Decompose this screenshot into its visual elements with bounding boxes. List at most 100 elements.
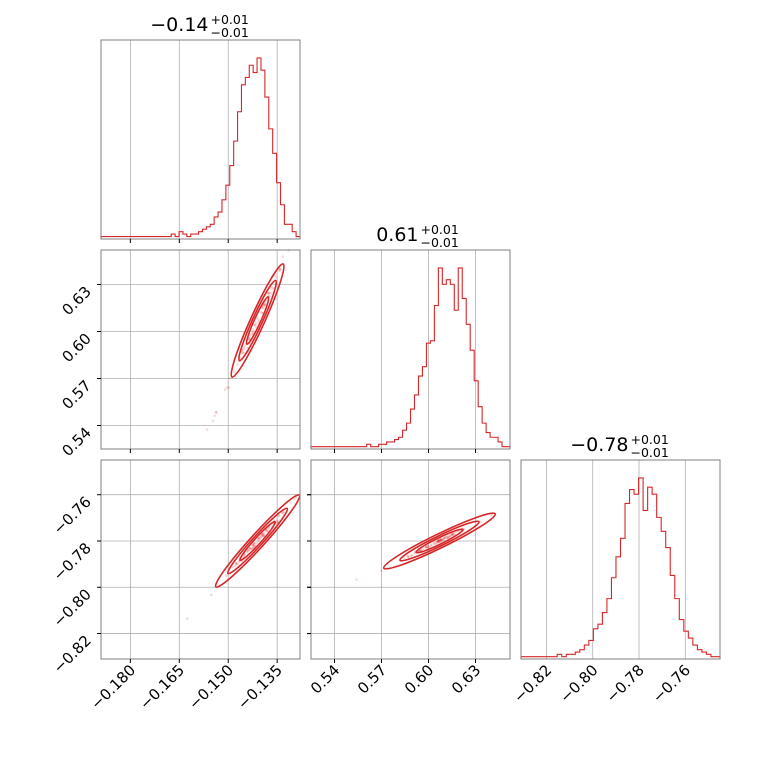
sample-point <box>427 546 430 549</box>
x-tick-label: −0.135 <box>234 661 286 713</box>
sample-point <box>451 533 454 536</box>
sample-point <box>267 291 270 295</box>
sample-point <box>259 535 262 539</box>
sample-point <box>437 539 440 543</box>
sample-point <box>451 532 455 536</box>
sample-point <box>251 332 254 335</box>
sample-point <box>281 255 285 258</box>
sample-point <box>442 536 445 540</box>
sample-point <box>443 536 446 540</box>
sample-point <box>267 291 270 295</box>
contour-level-2 <box>415 528 464 554</box>
sample-point <box>434 542 438 546</box>
sample-point <box>275 519 279 523</box>
sample-point <box>434 540 437 544</box>
x-tick-label: 0.63 <box>448 661 484 697</box>
sample-point <box>425 544 429 548</box>
sample-point <box>407 555 411 559</box>
sample-point <box>227 386 231 390</box>
sample-point <box>233 564 237 568</box>
sample-point <box>262 306 265 310</box>
sample-point <box>225 386 229 389</box>
sample-point <box>240 351 244 355</box>
sample-point <box>439 538 443 541</box>
x-tick-label: −0.150 <box>185 661 237 713</box>
sample-point <box>248 547 252 550</box>
contour-level-1 <box>226 507 289 575</box>
param-title-value: −0.78 <box>570 434 628 456</box>
sample-point <box>248 546 252 550</box>
y-tick-label: −0.78 <box>50 539 95 584</box>
sample-point <box>260 311 264 315</box>
panel-frame <box>100 249 301 450</box>
pair-panel-1-2 <box>307 459 511 663</box>
sample-point <box>436 539 440 543</box>
contour-level-2 <box>245 295 270 346</box>
y-tick-label: −0.76 <box>50 493 95 538</box>
sample-point <box>276 520 280 523</box>
sample-point <box>403 556 406 559</box>
sample-point <box>406 554 409 558</box>
sample-point <box>266 293 270 296</box>
sample-point <box>271 287 274 291</box>
sample-point <box>424 545 428 549</box>
sample-point <box>253 542 257 545</box>
sample-point <box>260 306 264 310</box>
sample-point <box>289 501 292 504</box>
sample-point <box>436 541 439 545</box>
sample-point <box>252 545 256 548</box>
sample-point <box>281 511 284 515</box>
sample-point <box>446 534 450 537</box>
sample-point <box>236 563 240 566</box>
sample-point <box>242 351 246 355</box>
sample-point <box>437 539 441 543</box>
y-tick-label: 0.57 <box>58 377 94 413</box>
sample-point <box>233 370 236 374</box>
sample-point <box>419 548 423 552</box>
sample-point <box>437 538 440 542</box>
y-tick-label: 0.63 <box>58 283 94 319</box>
sample-point <box>457 530 461 533</box>
sample-point <box>413 552 416 555</box>
sample-point <box>262 532 266 535</box>
sample-point <box>257 317 260 321</box>
sample-point <box>449 534 453 537</box>
panel-frame <box>100 39 301 240</box>
hist-panel-1: 0.61 +0.01−0.01 <box>310 222 511 453</box>
sample-point <box>223 388 227 391</box>
sample-point <box>429 544 433 547</box>
sample-point <box>205 428 209 431</box>
sample-point <box>281 511 284 514</box>
x-tick-label: −0.180 <box>87 661 139 713</box>
pair-panel-0-1 <box>97 248 301 453</box>
sample-point <box>440 538 444 542</box>
sample-point <box>242 345 246 349</box>
param-title-plus: +0.01 <box>631 432 669 447</box>
sample-point <box>278 269 281 273</box>
sample-point <box>442 537 446 540</box>
sample-point <box>250 547 254 551</box>
sample-point <box>425 545 429 549</box>
sample-point <box>234 562 238 565</box>
contour-level-1 <box>238 279 278 362</box>
x-tick-label: −0.165 <box>136 661 188 713</box>
sample-point <box>433 542 436 545</box>
sample-point <box>448 535 452 538</box>
pair-panel-0-2 <box>97 459 301 663</box>
sample-point <box>277 514 280 518</box>
histogram-step <box>310 267 511 449</box>
sample-point <box>410 554 414 557</box>
sample-point <box>249 547 252 550</box>
sample-point <box>452 533 455 537</box>
hist-panel-2: −0.78 +0.01−0.01 <box>520 432 721 660</box>
sample-point <box>263 303 266 307</box>
contour-level-0 <box>230 263 285 378</box>
sample-point <box>186 617 189 620</box>
hist-panel-0: −0.14 +0.01−0.01 <box>100 12 301 243</box>
sample-point <box>451 533 454 537</box>
sample-point <box>442 537 446 541</box>
sample-point <box>225 574 228 578</box>
sample-point <box>251 544 255 548</box>
sample-point <box>424 545 428 549</box>
